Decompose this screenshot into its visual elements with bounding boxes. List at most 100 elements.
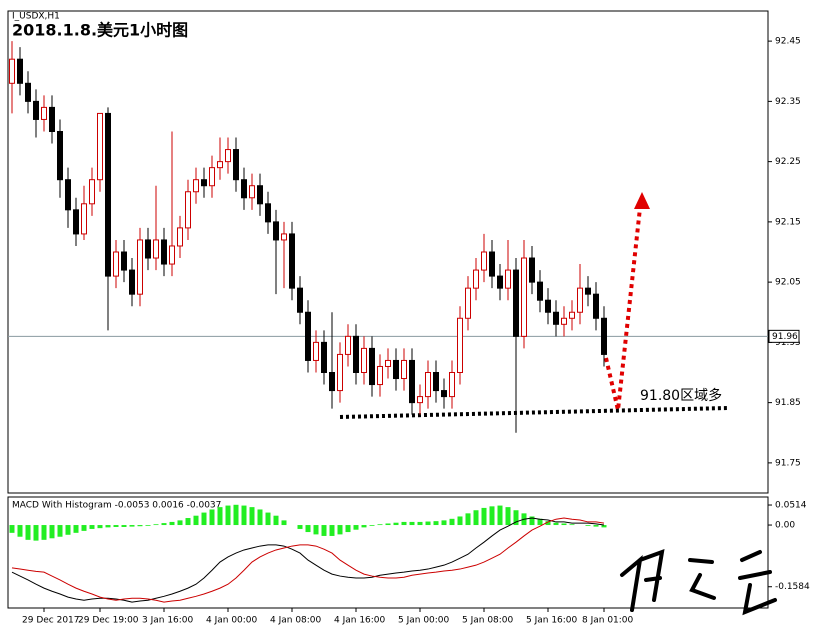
histogram-bar	[353, 525, 359, 530]
histogram-bar	[193, 515, 199, 526]
histogram-bar	[377, 524, 383, 526]
candle-body	[233, 149, 239, 181]
histogram-bar	[129, 525, 135, 527]
candle-body	[81, 203, 87, 235]
candle-body	[361, 347, 367, 373]
histogram-bar	[481, 507, 487, 526]
histogram-bar	[281, 520, 287, 526]
histogram-bar	[41, 525, 47, 540]
macd-panel	[7, 496, 769, 609]
candle-body	[545, 299, 551, 313]
histogram-bar	[97, 525, 103, 529]
histogram-bar	[457, 516, 463, 526]
histogram-bar	[553, 522, 559, 526]
candle-body	[25, 82, 31, 102]
candle-body	[289, 233, 295, 289]
x-tick-label: 3 Jan 16:00	[142, 616, 194, 626]
histogram-bar	[313, 525, 319, 535]
histogram-bar	[241, 505, 247, 526]
histogram-bar	[529, 516, 535, 526]
histogram-bar	[209, 509, 215, 526]
candle-body	[569, 311, 575, 319]
histogram-bar	[249, 507, 255, 526]
histogram-bar	[345, 525, 351, 533]
histogram-bar	[401, 521, 407, 526]
histogram-bar	[105, 525, 111, 528]
y-tick-label: 92.15	[775, 217, 801, 227]
candle-body	[457, 317, 463, 373]
current-price-label: 91.96	[772, 332, 798, 342]
candle-body	[9, 58, 15, 84]
candle-body	[257, 185, 263, 205]
histogram-bar	[81, 525, 87, 531]
candle-body	[497, 275, 503, 289]
current-price-box	[768, 329, 800, 343]
candle-body	[561, 317, 567, 325]
candle-body	[385, 359, 391, 367]
signal-line	[11, 517, 605, 603]
candle-body	[393, 359, 399, 380]
candle-body	[305, 311, 311, 361]
x-tick-label: 29 Dec 2017	[22, 616, 80, 626]
histogram-bar	[89, 525, 95, 529]
candle-body	[425, 372, 431, 398]
signature	[620, 548, 777, 616]
candle-body	[369, 347, 375, 386]
x-tick-label: 4 Jan 16:00	[334, 616, 386, 626]
candle-body	[473, 269, 479, 289]
histogram-bar	[217, 507, 223, 526]
candle-body	[585, 287, 591, 295]
candle-body	[513, 269, 519, 337]
histogram-bar	[505, 507, 511, 526]
candle-body	[169, 245, 175, 265]
candle-body	[345, 335, 351, 355]
histogram-bar	[601, 525, 607, 528]
candle-body	[97, 112, 103, 181]
candle-body	[329, 372, 335, 392]
histogram-bar	[233, 504, 239, 526]
macd-line	[11, 517, 605, 603]
x-tick-label: 4 Jan 08:00	[270, 616, 322, 626]
histogram-bar	[305, 525, 311, 533]
x-tick-label: 5 Jan 00:00	[398, 616, 450, 626]
histogram-bar	[433, 521, 439, 526]
histogram-bar	[185, 518, 191, 526]
histogram-bar	[497, 505, 503, 526]
candle-body	[273, 221, 279, 241]
histogram-bar	[9, 525, 15, 533]
histogram-bar	[593, 525, 599, 527]
candle-body	[297, 287, 303, 313]
histogram-bar	[385, 523, 391, 526]
candle-body	[265, 203, 271, 223]
candle-body	[49, 106, 55, 133]
y-tick-label: 0.00	[775, 521, 795, 531]
candle-body	[465, 287, 471, 319]
histogram-bar	[225, 505, 231, 526]
histogram-bar	[585, 525, 591, 526]
arrow-head	[634, 192, 650, 209]
histogram-bar	[297, 525, 303, 529]
histogram-bar	[537, 518, 543, 526]
macd-label: MACD With Histogram -0.0053 0.0016 -0.00…	[12, 501, 221, 511]
candle-body	[529, 257, 535, 283]
candle-body	[201, 179, 207, 187]
histogram-bar	[449, 518, 455, 526]
y-tick-label: 92.45	[775, 37, 801, 47]
candle-body	[137, 239, 143, 295]
histogram-bar	[169, 521, 175, 526]
x-tick-label: 8 Jan 01:00	[582, 616, 634, 626]
histogram-bar	[417, 521, 423, 526]
candle-body	[521, 257, 527, 337]
x-tick-label: 5 Jan 08:00	[462, 616, 514, 626]
histogram-bar	[489, 506, 495, 526]
y-tick-label: 92.25	[775, 157, 801, 167]
histogram-bar	[273, 515, 279, 526]
candle-body	[313, 341, 319, 361]
candle-body	[577, 287, 583, 313]
candle-body	[225, 149, 231, 163]
histogram-bar	[361, 525, 367, 528]
candle-body	[217, 161, 223, 169]
histogram-bar	[153, 524, 159, 526]
candle-body	[33, 100, 39, 120]
